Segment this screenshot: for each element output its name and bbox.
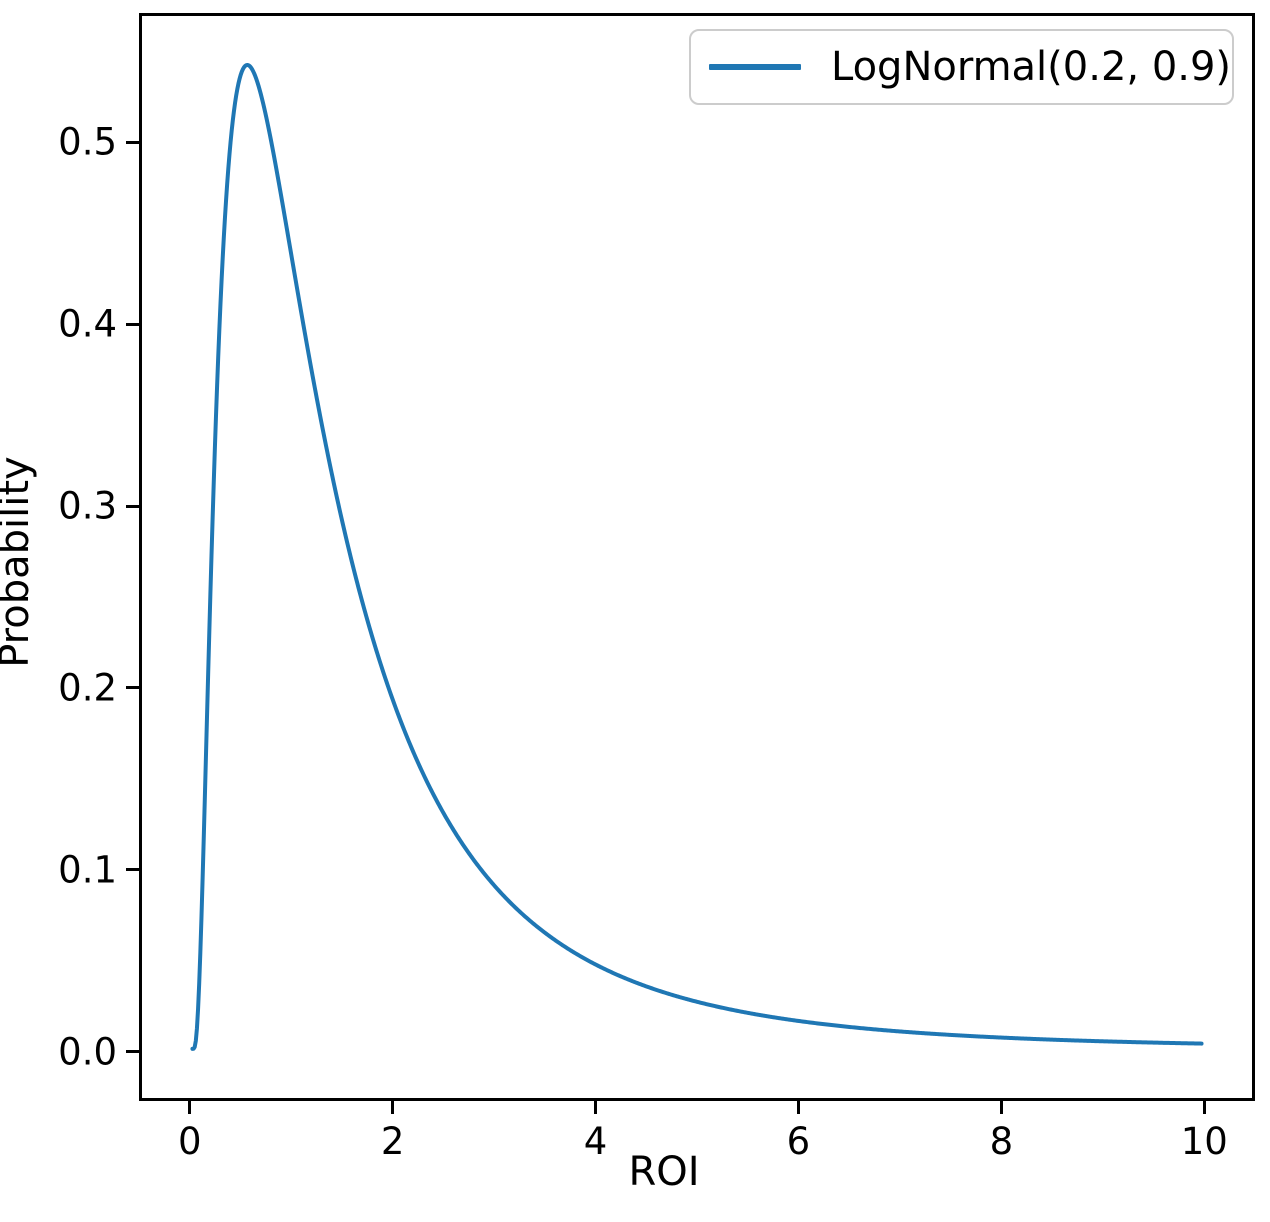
x-axis-title-text: ROI [628,1149,700,1195]
y-tick-mark [126,322,139,326]
x-tick-mark [188,1101,192,1114]
y-tick-label: 0.2 [58,666,117,710]
x-tick-label: 0 [177,1120,202,1163]
y-tick-label: 0.0 [58,1030,117,1074]
x-tick-label: 4 [583,1120,608,1163]
x-tick-mark [999,1101,1003,1114]
x-tick-label: 10 [1180,1120,1228,1163]
x-tick-mark [594,1101,598,1114]
y-tick-mark [126,686,139,690]
y-tick-label: 0.4 [58,302,117,346]
legend-color-line [709,64,801,70]
y-tick-mark [126,140,139,144]
y-axis-title: Probability [0,456,38,668]
line-chart-svg [142,16,1252,1098]
x-tick-label: 6 [786,1120,811,1163]
x-tick-label: 2 [380,1120,405,1163]
x-axis-title: ROI [0,1152,1270,1192]
x-tick-mark [1202,1101,1206,1114]
x-tick-label: 8 [989,1120,1014,1163]
y-tick-mark [126,868,139,872]
y-tick-label: 0.3 [58,484,117,528]
legend-entry-label: LogNormal(0.2, 0.9) [831,44,1232,90]
y-tick-label: 0.5 [58,120,117,164]
y-tick-mark [126,1050,139,1054]
y-tick-label: 0.1 [58,848,117,892]
series-line-lognormal [192,65,1201,1049]
x-tick-mark [796,1101,800,1114]
chart-legend[interactable]: LogNormal(0.2, 0.9) [689,29,1234,105]
x-tick-mark [391,1101,395,1114]
y-tick-mark [126,504,139,508]
plot-axes-area [139,13,1255,1101]
legend-line-swatch [709,52,807,82]
